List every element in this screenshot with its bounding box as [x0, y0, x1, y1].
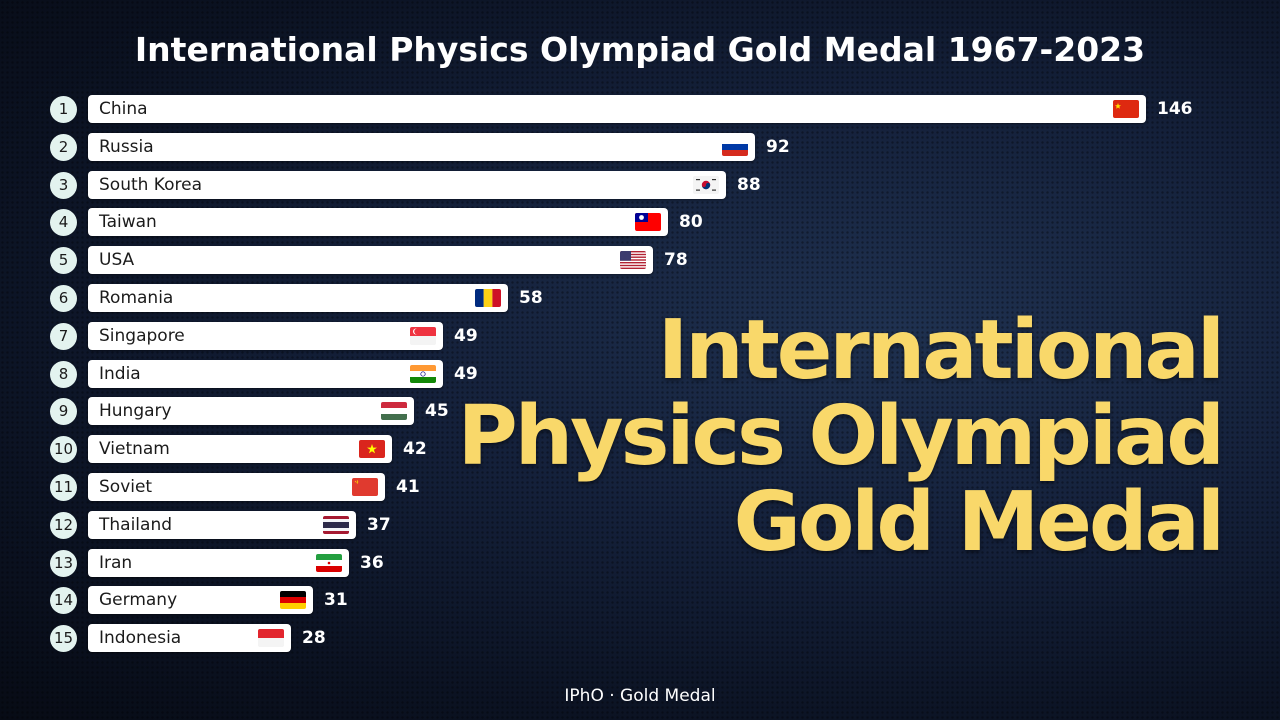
rank-badge: 13: [50, 549, 77, 577]
country-label: Thailand: [99, 514, 173, 535]
chart-row: 12 Thailand 37: [0, 510, 1280, 539]
value-label: 36: [360, 552, 384, 573]
country-label: India: [99, 363, 141, 384]
rank-badge: 5: [50, 247, 77, 275]
rank-badge: 4: [50, 209, 77, 237]
bar: Indonesia: [88, 624, 291, 653]
chart-row: 3 South Korea 88: [0, 170, 1280, 199]
chart-row: 5 USA 78: [0, 246, 1280, 275]
taiwan-flag-icon: [635, 213, 661, 232]
value-label: 42: [403, 439, 427, 460]
chart-row: 10 Vietnam 42: [0, 435, 1280, 464]
country-label: Indonesia: [99, 628, 182, 649]
value-label: 88: [737, 174, 761, 195]
chart-row: 7 Singapore 49: [0, 321, 1280, 350]
rank-badge: 1: [50, 96, 77, 123]
value-label: 31: [324, 590, 348, 611]
bar: Russia: [88, 132, 755, 161]
singapore-flag-icon: [410, 326, 436, 345]
value-label: 80: [679, 212, 703, 233]
chart-row: 6 Romania 58: [0, 284, 1280, 312]
country-label: Russia: [99, 136, 154, 157]
chart-row: 14 Germany 31: [0, 586, 1280, 615]
bar: Vietnam: [88, 435, 392, 464]
bar: Thailand: [88, 510, 356, 539]
country-label: Vietnam: [99, 439, 170, 460]
soviet-flag-icon: [352, 478, 378, 496]
chart-row: 15 Indonesia 28: [0, 624, 1280, 653]
value-label: 49: [454, 325, 478, 346]
bar: USA: [88, 246, 653, 275]
rank-badge: 8: [50, 360, 77, 388]
bar: China: [88, 95, 1146, 123]
value-label: 78: [664, 250, 688, 271]
country-label: Germany: [99, 590, 178, 611]
hungary-flag-icon: [381, 402, 407, 421]
chart-row: 1 China 146: [0, 95, 1280, 123]
rank-badge: 9: [50, 398, 77, 426]
bar: Romania: [88, 284, 508, 312]
bar: Taiwan: [88, 208, 668, 237]
russia-flag-icon: [722, 137, 748, 156]
chart-title: International Physics Olympiad Gold Meda…: [134, 30, 1146, 69]
indonesia-flag-icon: [258, 629, 284, 648]
bar: Iran: [88, 548, 349, 577]
value-label: 146: [1157, 99, 1193, 119]
rank-badge: 15: [50, 625, 77, 653]
overlay-line-3: Gold Medal: [733, 475, 1225, 570]
rank-badge: 6: [50, 285, 77, 312]
overlay-line-1: International: [657, 303, 1225, 398]
rank-badge: 3: [50, 171, 77, 199]
rank-badge: 10: [50, 436, 77, 464]
bar: India: [88, 359, 443, 388]
bar: Singapore: [88, 321, 443, 350]
value-label: 49: [454, 363, 478, 384]
overlay-line-2: Physics Olympiad: [457, 389, 1225, 484]
south-korea-flag-icon: [693, 175, 719, 194]
rank-badge: 12: [50, 511, 77, 539]
germany-flag-icon: [280, 591, 306, 610]
chart-row: 2 Russia 92: [0, 132, 1280, 161]
iran-flag-icon: [316, 553, 342, 572]
country-label: Singapore: [99, 325, 185, 346]
romania-flag-icon: [475, 289, 501, 307]
country-label: Soviet: [99, 477, 153, 497]
chart-row: 11 Soviet 41: [0, 473, 1280, 501]
chart-row: 13 Iran 36: [0, 548, 1280, 577]
value-label: 41: [396, 477, 420, 497]
rank-badge: 7: [50, 322, 77, 350]
country-label: USA: [99, 250, 135, 271]
vietnam-flag-icon: [359, 440, 385, 459]
value-label: 45: [425, 401, 449, 422]
value-label: 37: [367, 514, 391, 535]
china-flag-icon: [1113, 100, 1139, 118]
chart-row: 8 India 49: [0, 359, 1280, 388]
footer-caption: IPhO · Gold Medal: [564, 686, 716, 706]
bar: Germany: [88, 586, 313, 615]
bar: South Korea: [88, 170, 726, 199]
rank-badge: 2: [50, 133, 77, 161]
country-label: Iran: [99, 552, 133, 573]
chart-row: 9 Hungary 45: [0, 397, 1280, 426]
india-flag-icon: [410, 364, 436, 383]
country-label: Romania: [99, 288, 174, 308]
thailand-flag-icon: [323, 515, 349, 534]
bar: Hungary: [88, 397, 414, 426]
value-label: 92: [766, 136, 790, 157]
value-label: 28: [302, 628, 326, 649]
usa-flag-icon: [620, 251, 646, 270]
country-label: Taiwan: [99, 212, 157, 233]
chart-row: 4 Taiwan 80: [0, 208, 1280, 237]
country-label: China: [99, 99, 148, 119]
country-label: Hungary: [99, 401, 172, 422]
rank-badge: 14: [50, 587, 77, 615]
overlay-title: International Physics Olympiad Gold Meda…: [457, 303, 1225, 570]
country-label: South Korea: [99, 174, 203, 195]
rank-badge: 11: [50, 474, 77, 501]
bar: Soviet: [88, 473, 385, 501]
value-label: 58: [519, 288, 543, 308]
